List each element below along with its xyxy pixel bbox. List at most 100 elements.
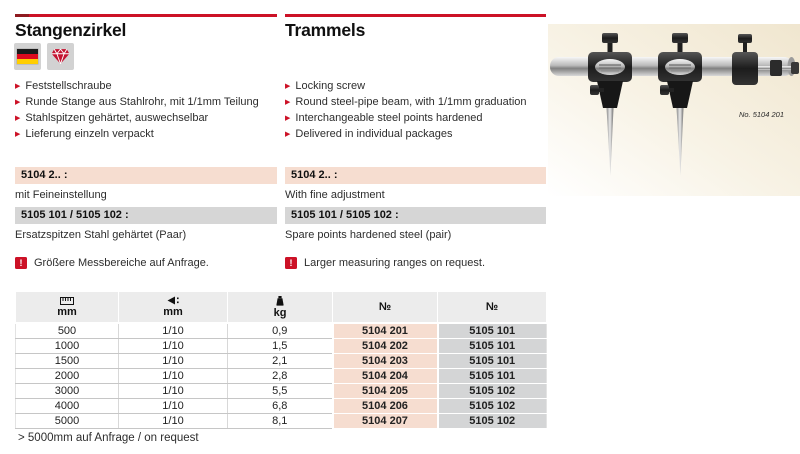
list-item: ▶ Locking screw	[285, 79, 550, 95]
cell-weight-kg: 8,1	[227, 413, 333, 429]
cell-weight-kg: 6,8	[227, 398, 333, 414]
cell-weight-kg: 2,8	[227, 368, 333, 384]
table-row: 2000 1/10 2,8 5104 204 5105 101	[15, 368, 547, 384]
header-graduation: mm	[118, 292, 228, 324]
german-flag-icon	[14, 43, 41, 70]
feature-list-german: ▶ Feststellschraube ▶ Runde Stange aus Sta…	[15, 79, 280, 143]
cell-graduation: 1/10	[118, 323, 228, 339]
cell-order-no-5105: 5105 101	[437, 353, 547, 369]
cell-order-no-5104: 5104 206	[331, 398, 439, 414]
header-label: kg	[273, 306, 287, 319]
bullet-arrow-icon: ▶	[15, 115, 21, 122]
list-item: ▶ Feststellschraube	[15, 79, 280, 95]
cell-order-no-5104: 5104 203	[331, 353, 439, 369]
cell-order-no-5105: 5105 101	[437, 338, 547, 354]
cell-range-mm: 1500	[15, 353, 119, 369]
bullet-arrow-icon: ▶	[285, 131, 291, 138]
header-order-no-5104: №	[332, 292, 438, 324]
page-title-german: Stangenzirkel	[15, 20, 127, 40]
table-row: 5000 1/10 8,1 5104 207 5105 102	[15, 413, 547, 429]
note-english: ! Larger measuring ranges on request.	[285, 257, 485, 269]
header-label: mm	[57, 305, 77, 318]
cell-weight-kg: 2,1	[227, 353, 333, 369]
list-item: ▶ Stahlspitzen gehärtet, auswechselbar	[15, 111, 280, 127]
cell-weight-kg: 1,5	[227, 338, 333, 354]
spec-table: mm mm	[15, 292, 547, 429]
fine-adjustment-unit	[732, 34, 799, 85]
german-flag-stripes	[17, 49, 38, 64]
cell-range-mm: 5000	[15, 413, 119, 429]
warning-icon: !	[15, 257, 27, 269]
cell-graduation: 1/10	[118, 413, 228, 429]
cell-order-no-5104: 5104 205	[331, 383, 439, 399]
feature-text: Delivered in individual packages	[295, 128, 453, 140]
cell-graduation: 1/10	[118, 353, 228, 369]
cell-graduation: 1/10	[118, 338, 228, 354]
list-item: ▶ Round steel-pipe beam, with 1/1mm gradu…	[285, 95, 550, 111]
cell-order-no-5105: 5105 102	[437, 383, 547, 399]
bullet-arrow-icon: ▶	[15, 131, 21, 138]
cell-range-mm: 2000	[15, 368, 119, 384]
cell-range-mm: 3000	[15, 383, 119, 399]
code-desc-5105-english: Spare points hardened steel (pair)	[285, 229, 452, 241]
code-bar-5104-german: 5104 2.. :	[15, 167, 277, 184]
warning-icon: !	[285, 257, 297, 269]
code-bar-5105-english: 5105 101 / 5105 102 :	[285, 207, 546, 224]
table-row: 3000 1/10 5,5 5104 205 5105 102	[15, 383, 547, 399]
bullet-arrow-icon: ▶	[285, 83, 291, 90]
feature-text: Round steel-pipe beam, with 1/1mm gradua…	[295, 96, 527, 108]
cell-range-mm: 500	[15, 323, 119, 339]
cell-weight-kg: 5,5	[227, 383, 333, 399]
cell-range-mm: 4000	[15, 398, 119, 414]
cell-order-no-5105: 5105 102	[437, 413, 547, 429]
feature-text: Runde Stange aus Stahlrohr, mit 1/1mm Te…	[25, 96, 259, 108]
header-order-no-5105: №	[437, 292, 547, 324]
table-header: mm mm	[15, 292, 547, 324]
code-desc-5105-german: Ersatzspitzen Stahl gehärtet (Paar)	[15, 229, 187, 241]
code-desc-5104-english: With fine adjustment	[285, 189, 385, 201]
cell-range-mm: 1000	[15, 338, 119, 354]
ruler-icon	[60, 296, 74, 305]
feature-text: Stahlspitzen gehärtet, auswechselbar	[25, 112, 209, 124]
red-rule-left	[15, 14, 277, 17]
feature-text: Locking screw	[295, 80, 366, 92]
bullet-arrow-icon: ▶	[15, 83, 21, 90]
cell-order-no-5104: 5104 207	[331, 413, 439, 429]
feature-text: Feststellschraube	[25, 80, 112, 92]
code-bar-5105-german: 5105 101 / 5105 102 :	[15, 207, 277, 224]
cell-order-no-5105: 5105 101	[437, 368, 547, 384]
cell-order-no-5104: 5104 202	[331, 338, 439, 354]
cell-order-no-5105: 5105 101	[437, 323, 547, 339]
page-title-english: Trammels	[285, 20, 366, 40]
graduation-icon	[167, 296, 179, 305]
list-item: ▶ Interchangeable steel points hardened	[285, 111, 550, 127]
weight-icon	[276, 295, 284, 306]
red-rule-right	[285, 14, 546, 17]
product-caption: No. 5104 201	[739, 110, 784, 119]
feature-list-english: ▶ Locking screw ▶ Round steel-pipe beam, w…	[285, 79, 550, 143]
header-label: №	[378, 301, 392, 313]
bullet-arrow-icon: ▶	[15, 99, 21, 106]
table-body: 500 1/10 0,9 5104 201 5105 101 1000 1/10 1,5 510…	[15, 323, 547, 429]
table-row: 4000 1/10 6,8 5104 206 5105 102	[15, 398, 547, 414]
header-label: №	[485, 301, 499, 313]
feature-text: Interchangeable steel points hardened	[295, 112, 483, 124]
header-label: mm	[163, 306, 183, 318]
note-german: ! Größere Messbereiche auf Anfrage.	[15, 257, 209, 269]
code-bar-5104-english: 5104 2.. :	[285, 167, 546, 184]
list-item: ▶ Runde Stange aus Stahlrohr, mit 1/1mm T…	[15, 95, 280, 111]
table-row: 1000 1/10 1,5 5104 202 5105 101	[15, 338, 547, 354]
cell-order-no-5105: 5105 102	[437, 398, 547, 414]
cell-weight-kg: 0,9	[227, 323, 333, 339]
list-item: ▶ Lieferung einzeln verpackt	[15, 127, 280, 143]
note-text: Larger measuring ranges on request.	[304, 257, 485, 269]
cell-graduation: 1/10	[118, 383, 228, 399]
cell-graduation: 1/10	[118, 368, 228, 384]
header-weight: kg	[227, 292, 333, 324]
header-measuring-range: mm	[15, 292, 119, 324]
list-item: ▶ Delivered in individual packages	[285, 127, 550, 143]
cell-graduation: 1/10	[118, 398, 228, 414]
bullet-arrow-icon: ▶	[285, 99, 291, 106]
feature-text: Lieferung einzeln verpackt	[25, 128, 154, 140]
